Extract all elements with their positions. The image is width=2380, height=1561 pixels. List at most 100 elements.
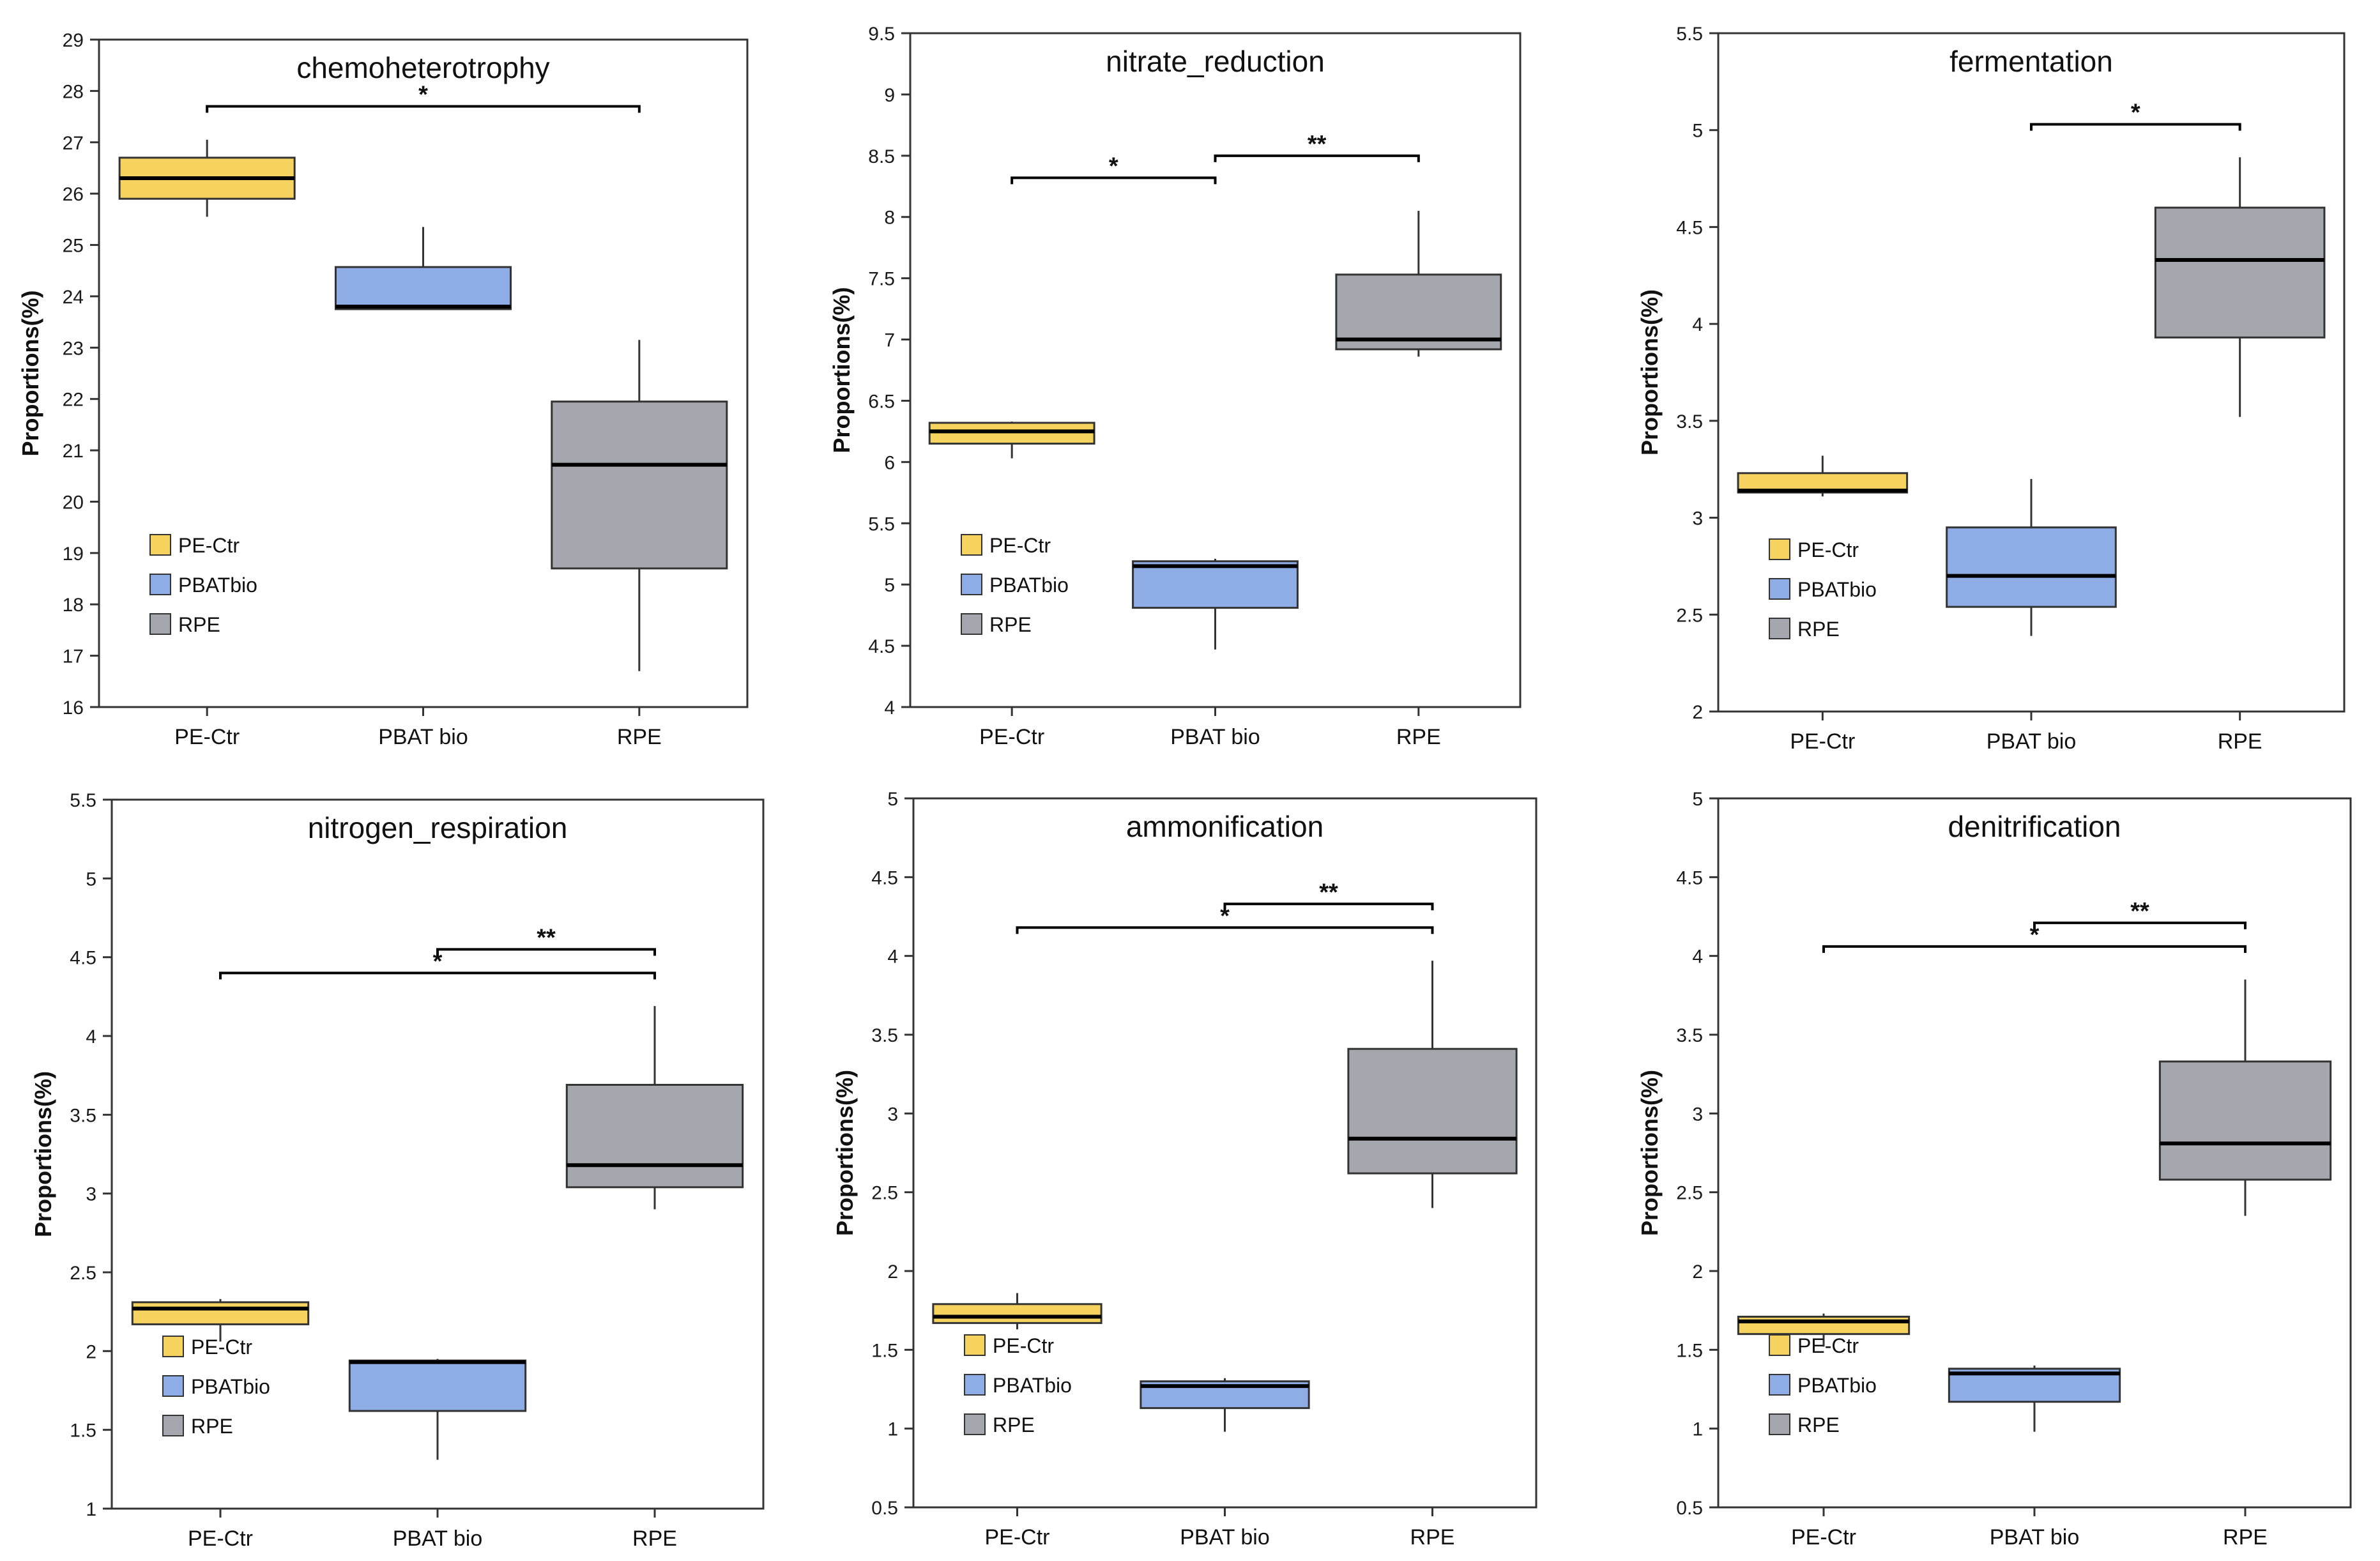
y-tick-label: 4 <box>1692 947 1703 968</box>
legend-label: PBATbio <box>989 574 1069 597</box>
box-iqr <box>1347 1047 1518 1175</box>
chart-svg: 16 17 18 19 20 21 22 23 24 25 26 27 28 29 PE-Ctr PBAT b… <box>17 30 749 749</box>
legend-label: RPE <box>191 1415 233 1438</box>
box-rpe <box>2158 979 2332 1216</box>
box-pe-ctr <box>1737 1313 1911 1347</box>
y-tick-label: 4 <box>86 1026 96 1047</box>
chart-svg: 1 1.5 2 2.5 3 3.5 4 4.5 5 5.5 PE-Ctr PBAT bio RPE Pro… <box>30 790 765 1551</box>
chart-panel-ammonification: 0.5 1 1.5 2 2.5 3 3.5 4 4.5 5 PE-Ctr PBAT bio RPE Pro… <box>824 789 1543 1558</box>
y-tick-label: 1 <box>1692 1419 1703 1440</box>
significance-bracket <box>436 948 656 956</box>
x-category-label: RPE <box>617 725 662 749</box>
y-tick-label: 9 <box>884 85 895 106</box>
y-tick-label: 0.5 <box>1676 1498 1703 1519</box>
legend-label: PBATbio <box>993 1374 1072 1397</box>
box-iqr <box>1132 560 1299 609</box>
x-category-label: RPE <box>1396 725 1441 749</box>
legend-swatch <box>964 1374 986 1396</box>
legend-swatch <box>964 1413 986 1435</box>
y-axis-title: Proportions(%) <box>1636 289 1663 455</box>
y-tick-label: 16 <box>63 697 84 719</box>
significance-label: ** <box>2130 898 2149 925</box>
legend-label: PE-Ctr <box>1797 1334 1859 1357</box>
x-category-label: PE-Ctr <box>188 1527 253 1551</box>
legend-swatch <box>1769 578 1790 600</box>
y-tick-label: 4 <box>884 697 895 719</box>
box-iqr <box>1335 273 1502 351</box>
legend-swatch <box>1769 1334 1790 1356</box>
y-tick-label: 17 <box>63 646 84 667</box>
significance-label: * <box>1220 902 1230 929</box>
y-tick-label: 2.5 <box>1676 1183 1703 1204</box>
x-category-label: PBAT bio <box>1180 1525 1269 1550</box>
y-axis-title: Proportions(%) <box>30 1071 56 1237</box>
box-rpe <box>551 340 728 671</box>
box-pbatbio <box>1946 478 2117 636</box>
y-tick-label: 1.5 <box>70 1420 96 1442</box>
box-pbatbio <box>348 1359 527 1460</box>
chart-panel-nitrate-reduction: 4 4.5 5 5.5 6 6.5 7 7.5 8 8.5 9 9.5 PE-Ctr PBAT bio RP… <box>821 24 1527 758</box>
significance-bracket <box>1223 902 1434 911</box>
box-rpe <box>2154 157 2326 417</box>
x-category-label: PBAT bio <box>393 1527 482 1551</box>
y-tick-label: 4.5 <box>1676 867 1703 888</box>
y-tick-label: 3 <box>887 1104 898 1125</box>
y-tick-label: 2 <box>1692 702 1703 723</box>
x-category-label: PBAT bio <box>378 725 468 749</box>
legend-label: PE-Ctr <box>989 534 1051 557</box>
y-tick-label: 25 <box>63 236 84 257</box>
y-axis-title: Proportions(%) <box>832 1070 858 1236</box>
y-tick-label: 3.5 <box>1676 1025 1703 1046</box>
legend-swatch <box>1769 618 1790 639</box>
significance-bracket <box>1822 945 2247 953</box>
y-tick-label: 23 <box>63 338 84 359</box>
significance-label: ** <box>537 924 556 951</box>
y-tick-label: 1 <box>86 1499 96 1520</box>
box-pe-ctr <box>131 1298 310 1342</box>
y-tick-label: 29 <box>63 30 84 51</box>
legend-label: RPE <box>1797 618 1840 641</box>
legend-label: RPE <box>1797 1413 1840 1436</box>
y-tick-label: 5 <box>884 575 895 596</box>
x-category-label: RPE <box>1410 1525 1455 1550</box>
legend-swatch <box>149 574 171 595</box>
y-tick-label: 4 <box>1692 314 1703 335</box>
legend-swatch <box>162 1375 184 1397</box>
significance-label: * <box>418 82 428 109</box>
significance-bracket <box>2030 123 2241 131</box>
y-tick-label: 5 <box>1692 121 1703 142</box>
y-tick-label: 6 <box>884 452 895 473</box>
box-iqr <box>932 1303 1102 1324</box>
box-pe-ctr <box>118 139 296 217</box>
box-pbatbio <box>334 227 512 310</box>
y-tick-label: 5 <box>86 869 96 890</box>
legend-swatch <box>961 534 982 556</box>
x-category-label: PBAT bio <box>1990 1525 2079 1550</box>
legend-label: PBATbio <box>178 574 257 597</box>
y-tick-label: 20 <box>63 492 84 513</box>
x-category-label: RPE <box>2223 1525 2268 1550</box>
y-tick-label: 18 <box>63 595 84 616</box>
significance-bracket <box>1011 176 1217 185</box>
chart-panel-nitrogen-respiration: 1 1.5 2 2.5 3 3.5 4 4.5 5 5.5 PE-Ctr PBAT bio RPE Pro… <box>22 790 770 1560</box>
y-axis-title: Proportions(%) <box>1636 1070 1663 1236</box>
y-tick-label: 5.5 <box>70 790 96 811</box>
y-tick-label: 2.5 <box>871 1183 898 1204</box>
y-tick-label: 4.5 <box>70 948 96 969</box>
y-tick-label: 5 <box>887 789 898 810</box>
y-tick-label: 2 <box>887 1261 898 1283</box>
legend-swatch <box>1769 538 1790 560</box>
box-pe-ctr <box>928 422 1095 459</box>
chart-title: denitrification <box>1948 810 2121 843</box>
y-tick-label: 1.5 <box>871 1340 898 1361</box>
box-pbatbio <box>1140 1378 1310 1432</box>
significance-label: * <box>2131 100 2140 126</box>
chart-panel-fermentation: 2 2.5 3 3.5 4 4.5 5 5.5 PE-Ctr PBAT bio RPE Proport… <box>1629 24 2351 763</box>
legend-label: RPE <box>993 1413 1035 1436</box>
x-category-label: PE-Ctr <box>1790 729 1855 754</box>
box-rpe <box>1335 211 1502 357</box>
y-tick-label: 3 <box>86 1184 96 1205</box>
box-pbatbio <box>1948 1366 2121 1432</box>
y-axis-title: Proportions(%) <box>828 287 855 453</box>
legend-swatch <box>961 613 982 635</box>
